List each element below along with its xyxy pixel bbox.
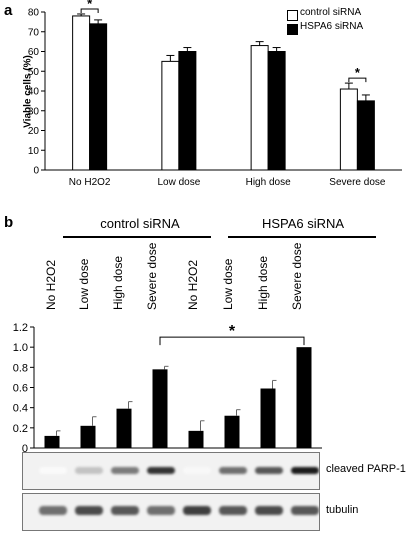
y-tick-label-a-7: 70 <box>28 27 40 38</box>
blot-parp-label: cleaved PARP-1 <box>326 463 406 475</box>
blot-band-0-2 <box>111 467 139 474</box>
bar-a-1-0 <box>89 23 108 171</box>
sig-bracket-b <box>159 336 305 346</box>
bar-a-0-2 <box>250 45 269 171</box>
blot-band-0-0 <box>39 467 67 474</box>
bar-b-6 <box>260 388 276 448</box>
bar-a-1-3 <box>356 100 375 171</box>
x-tick-label-a-3: Severe dose <box>329 177 386 188</box>
blot-tubulin <box>22 493 320 531</box>
bar-a-0-1 <box>161 60 180 171</box>
blot-band-0-7 <box>291 467 319 474</box>
sig-bracket-a-1 <box>348 77 367 83</box>
panel-a-letter: a <box>4 2 13 19</box>
y-tick-label-a-4: 40 <box>28 87 40 98</box>
bar-a-1-1 <box>178 51 197 171</box>
bar-b-3 <box>152 369 168 448</box>
legend-label-hspa6: HSPA6 siRNA <box>300 21 364 32</box>
blot-band-0-4 <box>183 467 211 474</box>
blot-band-1-4 <box>183 506 211 515</box>
sig-bracket-a-0 <box>80 8 99 13</box>
legend-label-control: control siRNA <box>300 7 362 18</box>
panel-a-chart: 0 10 20 30 40 50 60 70 80 No H2O2 Low dose High dos… <box>28 0 402 188</box>
y-tick-label-a-5: 50 <box>28 67 40 78</box>
blot-band-1-2 <box>111 506 139 515</box>
y-tick-label-a-0: 0 <box>33 166 39 177</box>
blot-band-1-7 <box>291 506 319 515</box>
panel-b-chart: 0 0.2 0.4 0.6 0.8 1.0 1.2 * <box>13 322 322 455</box>
y-tick-label-a-2: 20 <box>28 126 40 137</box>
bar-b-7 <box>296 347 312 448</box>
y-tick-label-b-0: 0 <box>22 443 28 455</box>
bar-a-0-3 <box>339 88 358 171</box>
bar-b-2 <box>116 408 132 448</box>
group-control-line <box>63 236 211 238</box>
y-tick-label-b-1: 0.2 <box>13 423 28 435</box>
blot-band-0-5 <box>219 467 247 474</box>
y-tick-label-b-2: 0.4 <box>13 403 28 415</box>
bar-a-0-0 <box>72 15 91 171</box>
blot-tubulin-label: tubulin <box>326 504 359 516</box>
blot-tubulin-bands <box>23 494 319 530</box>
blot-band-0-3 <box>147 467 175 474</box>
y-tick-label-b-5: 1.0 <box>13 342 28 354</box>
y-tick-label-b-3: 0.6 <box>13 383 28 395</box>
legend-swatch-hspa6 <box>287 24 298 35</box>
bar-b-4 <box>188 430 204 448</box>
blot-band-0-1 <box>75 467 103 474</box>
blot-band-0-6 <box>255 467 283 474</box>
y-tick-label-a-3: 30 <box>28 106 40 117</box>
blot-band-1-3 <box>147 506 175 515</box>
group-hspa6-label: HSPA6 siRNA <box>261 216 345 231</box>
y-tick-label-a-6: 60 <box>28 47 40 58</box>
sig-star-b: * <box>229 323 236 340</box>
sig-star-a-1: * <box>355 65 361 80</box>
x-tick-label-a-2: High dose <box>246 177 291 188</box>
blot-band-1-0 <box>39 506 67 515</box>
bar-a-1-2 <box>267 51 286 171</box>
y-tick-label-a-8: 80 <box>28 8 40 19</box>
blot-band-1-1 <box>75 506 103 515</box>
x-tick-label-a-1: Low dose <box>157 177 200 188</box>
legend-swatch-control <box>287 10 298 21</box>
blot-band-1-5 <box>219 506 247 515</box>
y-tick-label-b-6: 1.2 <box>13 322 28 334</box>
group-hspa6-line <box>228 236 376 238</box>
sig-star-a-0: * <box>87 0 93 11</box>
bar-b-5 <box>224 415 240 448</box>
bar-b-0 <box>44 435 60 448</box>
y-tick-label-b-4: 0.8 <box>13 362 28 374</box>
x-tick-label-a-0: No H2O2 <box>69 177 111 188</box>
group-control-label: control siRNA <box>100 216 180 231</box>
y-tick-label-a-1: 10 <box>28 146 40 157</box>
blot-band-1-6 <box>255 506 283 515</box>
bar-b-1 <box>80 425 96 448</box>
blot-parp-bands <box>23 453 319 489</box>
panel-b-letter: b <box>4 214 14 231</box>
blot-parp <box>22 452 320 490</box>
